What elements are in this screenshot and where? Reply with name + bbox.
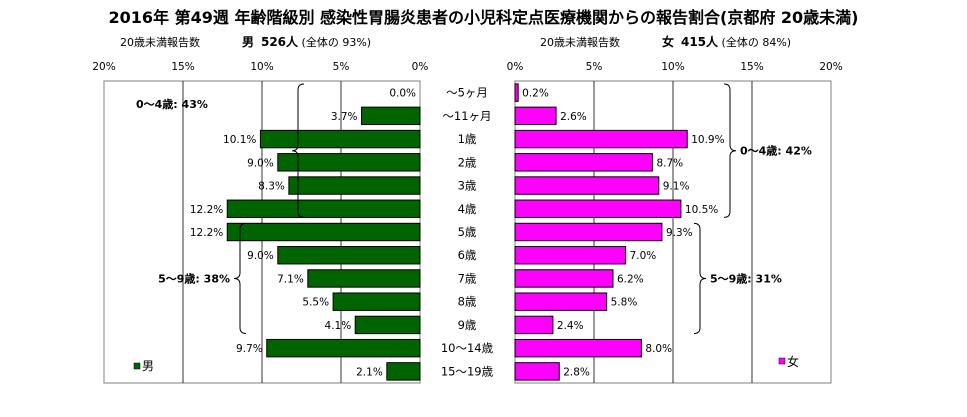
female-bar xyxy=(514,129,688,149)
male-bar xyxy=(386,362,421,381)
male-data-label: 9.0% xyxy=(247,157,274,169)
female-header-share: (全体の 84%) xyxy=(721,36,792,49)
male-data-label: 9.7% xyxy=(236,343,263,355)
category-label: 8歳 xyxy=(458,295,477,309)
female-bar xyxy=(514,106,557,126)
category-label: 1歳 xyxy=(458,132,477,146)
female-bracket-label: 0〜4歳: 42% xyxy=(740,144,812,158)
female-bar xyxy=(514,315,554,335)
male-header-share: (全体の 93%) xyxy=(301,36,372,49)
male-tick-label: 5% xyxy=(333,61,350,73)
category-label: 3歳 xyxy=(458,179,477,193)
female-tick-label: 10% xyxy=(661,61,684,73)
female-data-label: 2.8% xyxy=(563,366,590,378)
male-bar xyxy=(277,153,421,172)
female-tick-label: 20% xyxy=(819,61,842,73)
male-age-bracket xyxy=(233,222,247,335)
male-legend-label: 男 xyxy=(142,359,154,373)
male-bar xyxy=(307,269,421,288)
category-label: 〜11ヶ月 xyxy=(442,109,491,123)
category-label: 15〜19歳 xyxy=(441,364,494,378)
male-data-label: 3.7% xyxy=(331,111,358,123)
male-data-label: 12.2% xyxy=(190,227,223,239)
male-data-label: 10.1% xyxy=(223,134,256,146)
female-data-label: 8.7% xyxy=(656,157,683,169)
category-label: 6歳 xyxy=(458,248,477,262)
female-bar xyxy=(514,153,653,172)
category-label: 〜5ヶ月 xyxy=(446,86,488,100)
female-tick-label: 15% xyxy=(740,61,763,73)
female-header-count: 415人 xyxy=(680,35,719,49)
female-bar xyxy=(514,269,614,288)
male-bar xyxy=(266,338,421,358)
male-header-count: 526人 xyxy=(260,35,299,49)
male-tick-label: 0% xyxy=(412,61,429,73)
male-legend-swatch xyxy=(133,362,141,370)
male-bracket-label: 5〜9歳: 38% xyxy=(158,271,230,285)
category-label: 4歳 xyxy=(458,202,477,216)
category-label: 10〜14歳 xyxy=(441,341,494,355)
female-data-label: 0.2% xyxy=(522,88,549,100)
female-legend-label: 女 xyxy=(787,354,799,369)
female-data-label: 2.4% xyxy=(557,320,584,332)
female-bar xyxy=(514,338,642,358)
female-bar xyxy=(514,83,519,102)
female-header-label: 20歳未満報告数 xyxy=(540,36,620,49)
male-bar xyxy=(277,246,421,265)
male-header: 20歳未満報告数 男 526人 (全体の 93%) xyxy=(120,33,371,50)
category-label: 2歳 xyxy=(458,155,477,169)
category-label: 9歳 xyxy=(458,318,477,332)
female-data-label: 2.6% xyxy=(560,111,587,123)
female-data-label: 10.5% xyxy=(685,204,718,216)
female-header: 20歳未満報告数 女 415人 (全体の 84%) xyxy=(540,33,791,50)
female-age-bracket xyxy=(693,222,707,335)
female-data-label: 8.0% xyxy=(645,343,672,355)
male-data-label: 7.1% xyxy=(277,273,304,285)
male-bar xyxy=(288,176,421,195)
male-tick-label: 15% xyxy=(171,61,194,73)
female-bracket-label: 5〜9歳: 31% xyxy=(710,271,782,285)
female-bar xyxy=(514,222,663,242)
female-bar xyxy=(514,292,608,311)
female-data-label: 5.8% xyxy=(611,297,638,309)
female-data-label: 9.1% xyxy=(663,181,690,193)
female-bar xyxy=(514,199,682,218)
female-tick-label: 0% xyxy=(507,61,524,73)
female-tick-label: 5% xyxy=(586,61,603,73)
male-data-label: 4.1% xyxy=(325,320,352,332)
male-bar xyxy=(354,315,421,335)
male-bar xyxy=(259,129,421,149)
female-data-label: 6.2% xyxy=(617,273,644,285)
female-legend-swatch xyxy=(778,357,786,365)
male-bar xyxy=(226,222,421,242)
male-tick-label: 20% xyxy=(92,61,115,73)
male-data-label: 5.5% xyxy=(302,297,329,309)
female-age-bracket xyxy=(723,83,737,218)
male-data-label: 0.0% xyxy=(389,88,416,100)
female-data-label: 9.3% xyxy=(666,227,693,239)
male-data-label: 2.1% xyxy=(356,366,383,378)
category-label: 7歳 xyxy=(458,271,477,285)
category-label: 5歳 xyxy=(458,225,477,239)
male-data-label: 9.0% xyxy=(247,250,274,262)
male-bracket-label: 0〜4歳: 43% xyxy=(136,97,208,111)
female-header-sex: 女 xyxy=(661,35,674,49)
male-tick-label: 10% xyxy=(250,61,273,73)
male-data-label: 8.3% xyxy=(258,181,285,193)
female-bar xyxy=(514,362,560,381)
female-data-label: 7.0% xyxy=(630,250,657,262)
male-header-label: 20歳未満報告数 xyxy=(120,36,200,49)
male-age-bracket xyxy=(291,83,305,218)
female-data-label: 10.9% xyxy=(691,134,724,146)
chart-title: 2016年 第49週 年齢階級別 感染性胃腸炎患者の小児科定点医療機関からの報告… xyxy=(108,8,859,27)
male-data-label: 12.2% xyxy=(190,204,223,216)
male-bar xyxy=(332,292,421,311)
female-bar xyxy=(514,246,627,265)
male-header-sex: 男 xyxy=(241,35,254,49)
female-bar xyxy=(514,176,660,195)
male-bar xyxy=(226,199,421,218)
male-bar xyxy=(361,106,421,126)
